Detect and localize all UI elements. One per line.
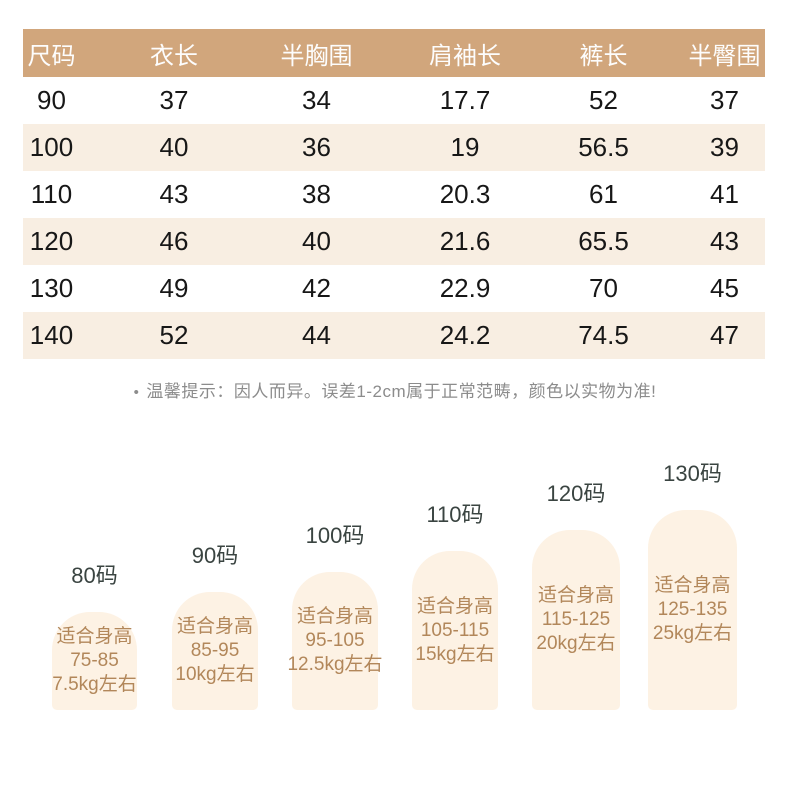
height-range: 105-115 [420,619,490,641]
table-cell: 37 [159,85,189,115]
table-cell: 74.5 [539,312,668,359]
size-bar-group-100: 100码 适合身高 95-105 12.5kg左右 [287,518,383,710]
size-bar-group-120: 120码 适合身高 115-125 20kg左右 [532,476,620,710]
table-row: 110 43 38 20.3 61 41 [23,171,765,218]
table-cell: 21.6 [391,218,539,265]
fit-title: 适合身高 [56,626,133,647]
height-range: 125-135 [657,599,728,620]
table-cell: 39 [668,124,765,171]
table-row: 140 52 44 24.2 74.5 47 [23,312,765,359]
table-cell: 36 [242,124,391,171]
table-cell: 65.5 [539,218,668,265]
fit-title: 适合身高 [537,585,614,606]
table-cell: 24.2 [391,312,539,359]
table-row: 100 40 36 19 56.5 39 [23,124,765,171]
height-range: 75-85 [70,650,119,671]
column-header: 尺码 [23,29,106,77]
table-cell: 37 [710,85,739,115]
size-bar: 适合身高 125-135 25kg左右 [648,510,737,710]
table-cell: 38 [302,179,331,209]
size-bar-group-130: 130码 适合身高 125-135 25kg左右 [648,456,737,710]
weight: 20kg左右 [536,633,616,654]
table-cell: 100 [23,124,106,171]
table-row: 120 46 40 21.6 65.5 43 [23,218,765,265]
size-bar-group-110: 110码 适合身高 105-115 15kg左右 [412,497,498,710]
column-header: 半胸围 [242,29,391,77]
table-cell: 52 [589,85,618,115]
size-height-chart: 80码 适合身高 75-85 7.5kg左右 90码 适合身高 85-95 10… [0,460,790,710]
table-cell: 47 [668,312,765,359]
column-header: 半臀围 [668,29,765,77]
size-table: 尺码 衣长 半胸围 肩袖长 裤长 半臀围 90 37 34 17.7 52 37… [23,29,765,359]
table-row: 130 49 42 22.9 70 45 [23,265,765,312]
size-bar-label: 130码 [663,461,722,486]
table-cell: 40 [242,218,391,265]
size-bar: 适合身高 95-105 12.5kg左右 [287,572,383,710]
height-range: 95-105 [305,630,365,651]
size-table-header-row: 尺码 衣长 半胸围 肩袖长 裤长 半臀围 [23,29,765,77]
size-bar-group-90: 90码 适合身高 85-95 10kg左右 [172,538,258,710]
table-cell: 22.9 [439,273,491,303]
height-range: 85-95 [190,640,240,661]
size-bar: 适合身高 75-85 7.5kg左右 [52,612,137,710]
weight: 15kg左右 [415,643,495,665]
table-cell: 44 [242,312,391,359]
table-cell: 17.7 [439,85,491,115]
size-bar-label: 80码 [71,563,118,588]
table-cell: 90 [37,85,66,115]
table-cell: 140 [23,312,106,359]
table-cell: 20.3 [439,179,491,209]
size-bar-group-80: 80码 适合身高 75-85 7.5kg左右 [52,558,137,710]
tip-text: 温馨提示：因人而异。误差1-2cm属于正常范畴，颜色以实物为准! [146,382,657,401]
size-bar-label: 90码 [191,543,239,568]
size-bar-label: 120码 [546,481,606,506]
fit-title: 适合身高 [654,575,731,596]
size-bar: 适合身高 105-115 15kg左右 [412,551,498,710]
table-cell: 41 [710,179,739,209]
bullet-icon: • [133,384,140,401]
weight: 12.5kg左右 [287,654,383,675]
weight: 7.5kg左右 [52,674,137,695]
column-header: 裤长 [539,29,668,77]
table-cell: 56.5 [539,124,668,171]
column-header: 衣长 [106,29,242,77]
table-cell: 43 [668,218,765,265]
table-cell: 52 [106,312,242,359]
table-cell: 19 [391,124,539,171]
size-bar: 适合身高 115-125 20kg左右 [532,530,620,710]
fit-title: 适合身高 [416,595,493,617]
column-header: 肩袖长 [391,29,539,77]
table-cell: 40 [106,124,242,171]
table-cell: 130 [29,273,74,303]
weight: 25kg左右 [652,623,733,644]
size-bar-label: 110码 [426,502,484,527]
size-bar-label: 100码 [305,523,365,548]
size-bar: 适合身高 85-95 10kg左右 [172,592,258,710]
table-row: 90 37 34 17.7 52 37 [23,77,765,124]
height-range: 115-125 [541,609,611,630]
fit-title: 适合身高 [176,616,253,637]
table-cell: 45 [710,273,739,303]
table-cell: 61 [589,179,618,209]
table-cell: 110 [30,179,73,209]
weight: 10kg左右 [175,664,255,685]
table-cell: 49 [159,273,189,303]
table-cell: 42 [302,273,331,303]
table-cell: 70 [589,273,618,303]
table-cell: 43 [159,179,189,209]
tip-note: • 温馨提示：因人而异。误差1-2cm属于正常范畴，颜色以实物为准! [0,377,790,402]
table-cell: 34 [302,85,331,115]
table-cell: 46 [106,218,242,265]
table-cell: 120 [23,218,106,265]
fit-title: 适合身高 [296,606,373,627]
